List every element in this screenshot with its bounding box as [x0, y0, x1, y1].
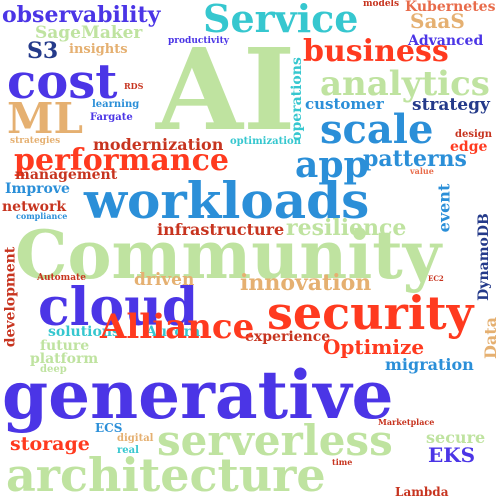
word-customer: customer [305, 95, 384, 113]
word-time: time [332, 457, 353, 467]
word-operations: operations [288, 57, 305, 141]
word-security: security [267, 286, 474, 340]
word-generative: generative [2, 356, 394, 434]
word-compliance: compliance [16, 211, 68, 221]
word-cloud: cloud [38, 277, 199, 338]
word-ai: AI [156, 25, 296, 156]
word-rds: RDS [124, 81, 144, 91]
word-deep: deep [40, 364, 67, 375]
word-migration: migration [385, 355, 474, 374]
word-optimize: Optimize [323, 335, 425, 359]
word-cost: cost [7, 54, 118, 110]
word-workloads: workloads [84, 171, 370, 230]
word-productivity: productivity [168, 36, 229, 46]
word-strategy: strategy [412, 95, 490, 115]
word-ecs: ECS [95, 421, 123, 435]
word-experience: experience [245, 329, 331, 345]
word-secure: secure [426, 428, 486, 447]
word-advanced: Advanced [408, 33, 484, 49]
word-marketplace: Marketplace [378, 417, 435, 427]
word-app: app [295, 144, 369, 186]
word-resilience: resilience [286, 215, 407, 241]
word-performance: performance [14, 143, 229, 178]
word-ml: ML [7, 94, 84, 143]
word-infrastructure: infrastructure [157, 220, 285, 239]
word-development: development [2, 246, 19, 348]
word-kubernetes: Kubernetes [405, 0, 496, 15]
word-data: Data [481, 317, 500, 359]
word-insights: insights [69, 42, 128, 57]
word-eks: EKS [428, 443, 476, 467]
word-network: network [2, 199, 67, 215]
word-future: future [40, 338, 90, 354]
word-patterns: patterns [363, 146, 467, 172]
word-improve: Improve [5, 181, 70, 197]
word-driven: driven [134, 270, 195, 290]
word-management: management [15, 167, 118, 183]
word-storage: storage [10, 433, 90, 455]
word-value: value [410, 166, 434, 176]
word-solutions: solutions [48, 324, 120, 340]
word-fargate: Fargate [90, 112, 133, 123]
word-ec2: EC2 [428, 274, 444, 283]
word-aurora: Aurora [146, 324, 201, 340]
word-saas: SaaS [410, 9, 465, 33]
word-business: business [303, 34, 449, 69]
word-optimization: optimization [230, 136, 301, 147]
word-alliance: Alliance [100, 307, 255, 347]
word-architecture: architecture [6, 448, 326, 500]
word-learning: learning [92, 99, 140, 110]
word-design: design [455, 129, 493, 140]
word-digital: digital [117, 433, 154, 444]
word-sagemaker: SageMaker [35, 23, 143, 43]
word-platform: platform [30, 351, 99, 367]
word-lambda: Lambda [395, 485, 449, 499]
word-edge: edge [450, 139, 488, 155]
word-observability: observability [2, 2, 161, 28]
word-modernization: modernization [93, 135, 224, 154]
word-community: Community [15, 216, 442, 294]
word-real: real [117, 445, 139, 456]
word-innovation: innovation [240, 270, 372, 296]
word-strategies: strategies [10, 136, 61, 146]
word-analytics: analytics [320, 64, 490, 104]
word-dynamodb: DynamoDB [475, 213, 492, 301]
word-models: models [363, 0, 400, 9]
word-s3: S3 [27, 38, 59, 64]
word-serverless: serverless [157, 416, 393, 465]
word-service: Service [203, 0, 359, 41]
word-automate: Automate [37, 273, 86, 283]
word-scale: scale [320, 106, 434, 153]
